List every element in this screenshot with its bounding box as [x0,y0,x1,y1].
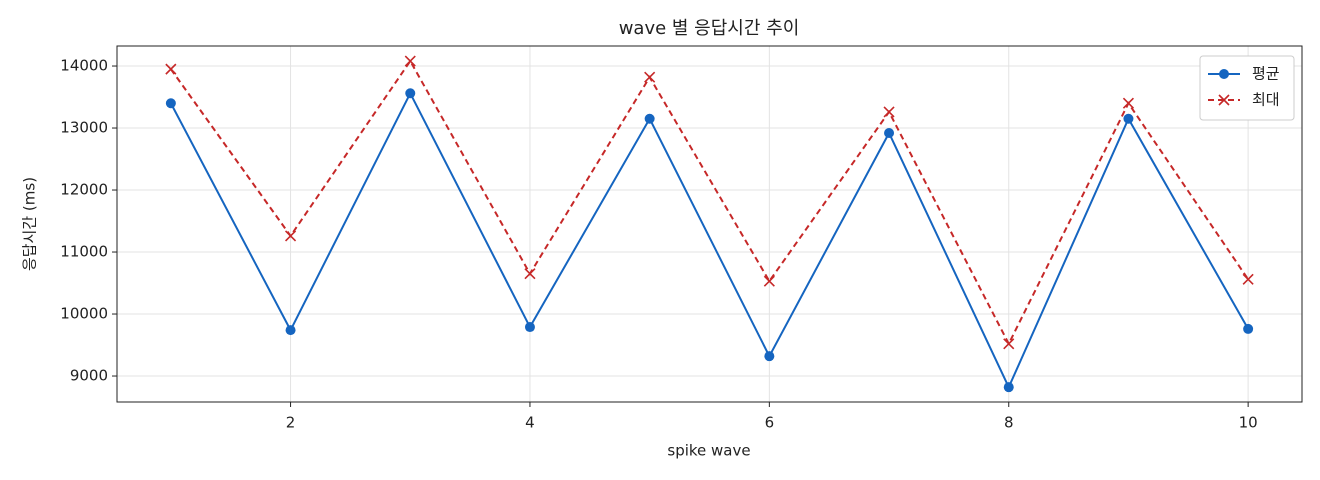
x-tick-label: 8 [1004,414,1014,432]
y-tick-label: 12000 [60,181,108,199]
y-tick-label: 11000 [60,243,108,261]
x-tick-label: 2 [286,414,296,432]
legend-marker [1219,69,1229,79]
marker [883,106,895,118]
x-tick-label: 6 [765,414,775,432]
legend-box [1199,55,1295,121]
marker [1243,323,1254,334]
marker [644,113,655,124]
marker [405,88,416,99]
marker [1003,382,1014,393]
line [170,59,1249,346]
marker [165,98,176,109]
legend-marker [1218,94,1230,106]
y-tick-label: 10000 [60,305,108,323]
marker [1003,338,1015,350]
marker [1123,113,1134,124]
y-tick-label: 14000 [60,57,108,75]
marker [404,55,416,67]
x-axis-label: spike wave [667,442,750,460]
legend-label: 평균 [1252,65,1280,83]
chart-title: wave 별 응답시간 추이 [619,18,800,39]
marker [1242,273,1254,285]
marker [644,71,656,83]
marker [524,268,536,280]
marker [884,127,895,138]
line [169,91,1250,390]
marker [763,275,775,287]
marker [165,63,177,75]
x-tick-label: 10 [1239,414,1258,432]
y-axis-label: 응답시간 (ms) [21,177,39,271]
legend-label: 최대 [1252,91,1280,109]
marker [284,230,297,242]
x-tick-label: 4 [525,414,535,432]
marker [1122,97,1135,109]
marker [764,351,775,362]
marker [524,322,535,333]
y-tick-label: 9000 [70,367,108,385]
plot-frame [116,45,1303,403]
y-tick-label: 13000 [60,119,108,137]
marker [285,325,296,336]
